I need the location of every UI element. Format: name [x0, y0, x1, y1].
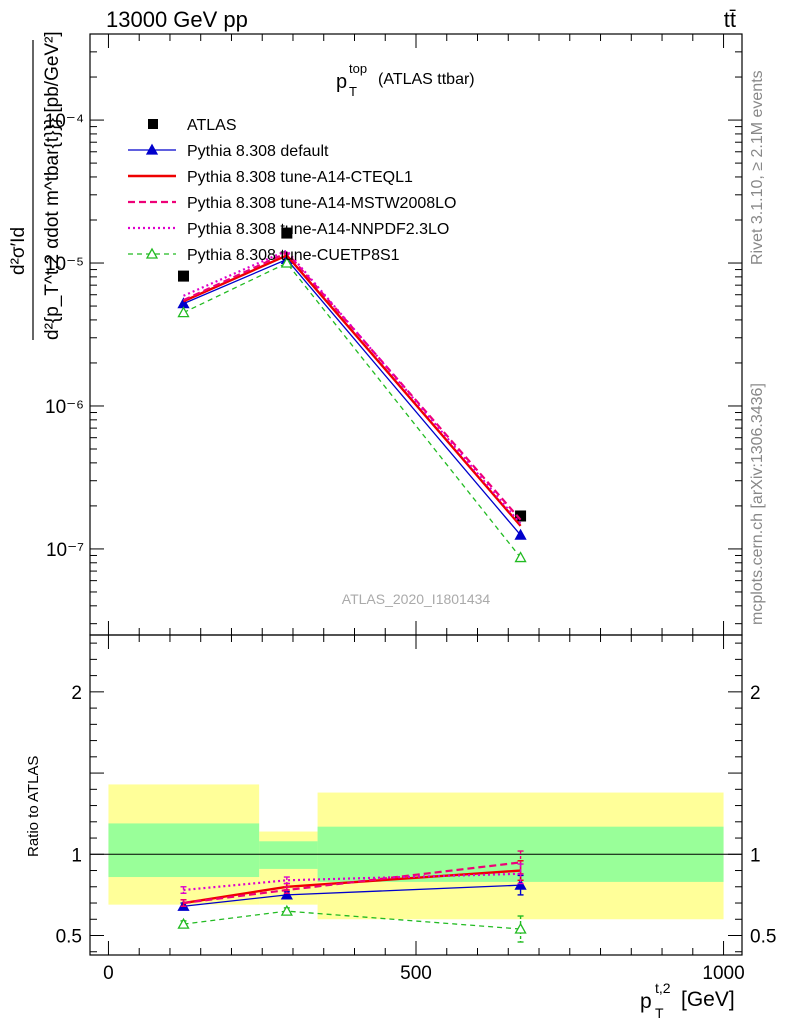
watermark: ATLAS_2020_I1801434 — [342, 591, 491, 607]
series-line-cteql1 — [183, 253, 522, 527]
ratio-band-inner — [259, 841, 318, 869]
series-line-cuetp — [183, 262, 522, 558]
x-tick-label: 0 — [103, 963, 114, 984]
atlas-data-point — [515, 510, 527, 522]
cuetp-marker — [177, 306, 190, 318]
cuetp-marker — [514, 551, 527, 563]
ratio-cuetp-marker — [177, 917, 190, 929]
ratio-default-marker — [514, 878, 527, 890]
svg-text:p: p — [640, 990, 652, 1013]
legend-label: Pythia 8.308 tune-A14-CTEQL1 — [187, 169, 413, 186]
x-tick-label: 1000 — [702, 963, 744, 984]
x-axis-title: p t,2 T [GeV] — [640, 980, 735, 1021]
ratio-cuetp-marker — [514, 922, 527, 934]
legend-label: Pythia 8.308 tune-A14-NNPDF2.3LO — [187, 221, 449, 238]
svg-text:top: top — [349, 61, 367, 76]
ratio-y-tick-label-right: 2 — [750, 683, 761, 704]
ratio-y-tick-label-right: 0.5 — [750, 927, 776, 948]
ratio-y-tick-label: 1 — [71, 845, 82, 866]
svg-text:p: p — [336, 71, 347, 93]
atlas-data-point — [281, 227, 293, 239]
ratio-y-tick-label-right: 1 — [750, 845, 761, 866]
legend-label: Pythia 8.308 tune-CUETP8S1 — [187, 247, 400, 264]
svg-text:[GeV]: [GeV] — [681, 988, 735, 1011]
main-y-axis-title: d²σ′Id d²{p_T^t,2 αdot m^tbar{t}}} [pb/G… — [8, 31, 63, 340]
ratio-plot-area: 0 500 1000 0.5 0.5 1 1 2 2 — [56, 634, 776, 984]
cuetp-marker — [280, 256, 293, 268]
ratio-band-inner — [108, 823, 260, 878]
ratio-y-tick-label: 2 — [71, 683, 82, 704]
main-y-tick-label: 10⁻⁴ — [45, 111, 84, 132]
svg-text:T: T — [655, 1005, 664, 1021]
legend-default-marker — [145, 143, 159, 155]
ratio-default-marker — [280, 888, 293, 900]
ratio-ylabel: Ratio to ATLAS — [25, 756, 42, 857]
legend-label: Pythia 8.308 default — [187, 143, 329, 160]
main-y-tick-label: 10⁻⁶ — [45, 397, 84, 418]
mcplots-label: mcplots.cern.ch [arXiv:1306.3436] — [749, 383, 766, 625]
main-ylabel-numerator: d²σ′Id — [8, 227, 29, 275]
svg-text:t,2: t,2 — [655, 980, 671, 996]
x-tick-label: 500 — [400, 963, 432, 984]
svg-text:(ATLAS ttbar): (ATLAS ttbar) — [378, 71, 475, 88]
series-line-nnpdf — [183, 249, 522, 525]
header-left: 13000 GeV pp — [106, 7, 248, 32]
main-ylabel-denominator: d²{p_T^t,2 αdot m^tbar{t}}} [pb/GeV²] — [42, 31, 63, 340]
svg-text:T: T — [349, 84, 357, 99]
ratio-cuetp-marker — [280, 904, 293, 916]
legend-cuetp-marker — [145, 247, 159, 259]
main-y-tick-label: 10⁻⁵ — [45, 254, 84, 275]
series-line-mstw — [183, 251, 522, 521]
header-right: tt̄ — [724, 7, 736, 32]
legend-label: ATLAS — [187, 117, 237, 134]
rivet-label: Rivet 3.1.10, ≥ 2.1M events — [749, 70, 766, 265]
ratio-y-tick-label: 0.5 — [56, 927, 82, 948]
main-title: p top T (ATLAS ttbar) — [336, 61, 475, 99]
legend: ATLAS Pythia 8.308 default Pythia 8.308 tu… — [128, 117, 456, 264]
legend-atlas-marker — [148, 119, 158, 129]
ratio-line-mstw — [183, 861, 521, 905]
legend-label: Pythia 8.308 tune-A14-MSTW2008LO — [187, 195, 456, 212]
atlas-data-point — [177, 270, 189, 282]
main-y-tick-label: 10⁻⁷ — [46, 540, 84, 561]
default-marker — [514, 528, 527, 540]
